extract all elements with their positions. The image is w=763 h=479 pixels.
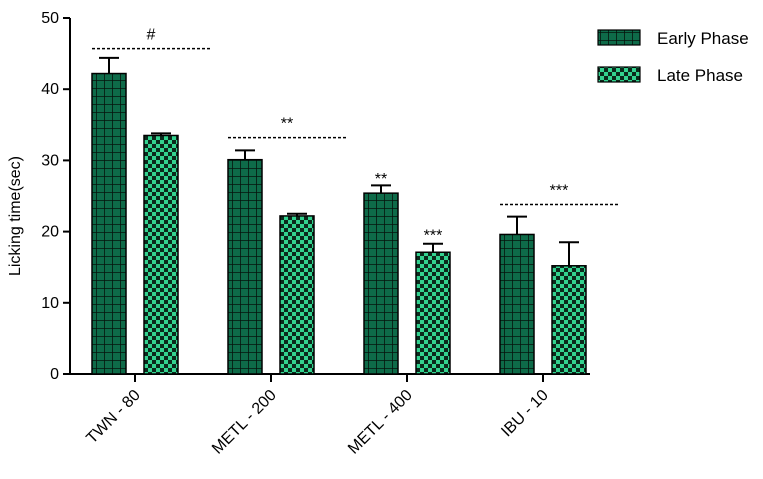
annotations-group: #**********	[92, 27, 618, 245]
bars-group	[91, 56, 587, 375]
significance-label: ***	[550, 183, 569, 200]
bar-late-phase	[143, 134, 179, 375]
bar-early-phase	[227, 158, 263, 375]
bar-early-phase	[499, 233, 535, 375]
significance-label: #	[147, 27, 156, 44]
y-tick-label: 40	[41, 81, 59, 98]
bar-late-phase	[415, 251, 451, 375]
significance-label: ***	[424, 228, 443, 245]
bar-late-phase	[551, 265, 587, 375]
y-axis-title: Licking time(sec)	[7, 156, 24, 276]
bar-early-phase	[91, 72, 127, 375]
y-tick-label: 20	[41, 224, 59, 241]
legend-swatch	[597, 66, 641, 83]
y-tick-label: 30	[41, 152, 59, 169]
legend-label: Early Phase	[657, 29, 749, 48]
bar-late-phase	[279, 215, 315, 375]
y-tick-label: 10	[41, 295, 59, 312]
bar-early-phase	[363, 192, 399, 375]
x-tick-label: METL - 200	[209, 387, 280, 458]
x-tick-label: METL - 400	[345, 387, 416, 458]
legend: Early Phase Late Phase	[597, 29, 749, 85]
legend-swatch	[597, 29, 641, 46]
significance-label: **	[375, 171, 387, 188]
significance-label: **	[281, 116, 293, 133]
x-tick-label: IBU - 10	[498, 387, 552, 441]
y-tick-label: 0	[50, 366, 59, 383]
x-tick-label: TWN - 80	[83, 387, 143, 447]
y-tick-label: 50	[41, 10, 59, 27]
legend-label: Late Phase	[657, 66, 743, 85]
